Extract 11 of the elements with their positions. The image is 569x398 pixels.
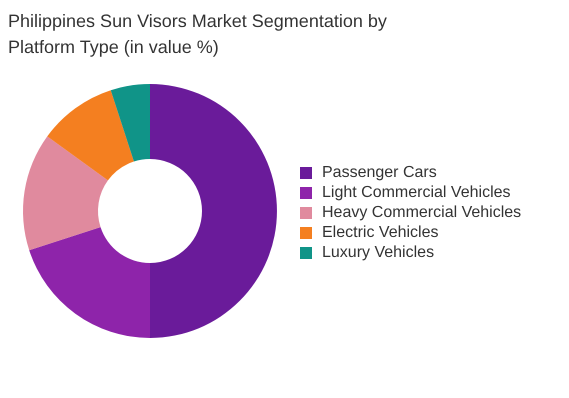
chart-title: Philippines Sun Visors Market Segmentation by Platform Type (in value %) bbox=[8, 10, 388, 59]
donut-slice bbox=[23, 136, 108, 250]
donut-slice bbox=[110, 84, 150, 162]
legend-label: Light Commercial Vehicles bbox=[322, 184, 511, 202]
donut-slice bbox=[29, 227, 150, 338]
donut-slice bbox=[47, 90, 134, 180]
legend-label: Passenger Cars bbox=[322, 164, 437, 182]
legend-label: Heavy Commercial Vehicles bbox=[322, 204, 522, 222]
donut-slice bbox=[150, 84, 277, 338]
legend-label: Electric Vehicles bbox=[322, 224, 438, 242]
legend-label: Luxury Vehicles bbox=[322, 244, 434, 262]
